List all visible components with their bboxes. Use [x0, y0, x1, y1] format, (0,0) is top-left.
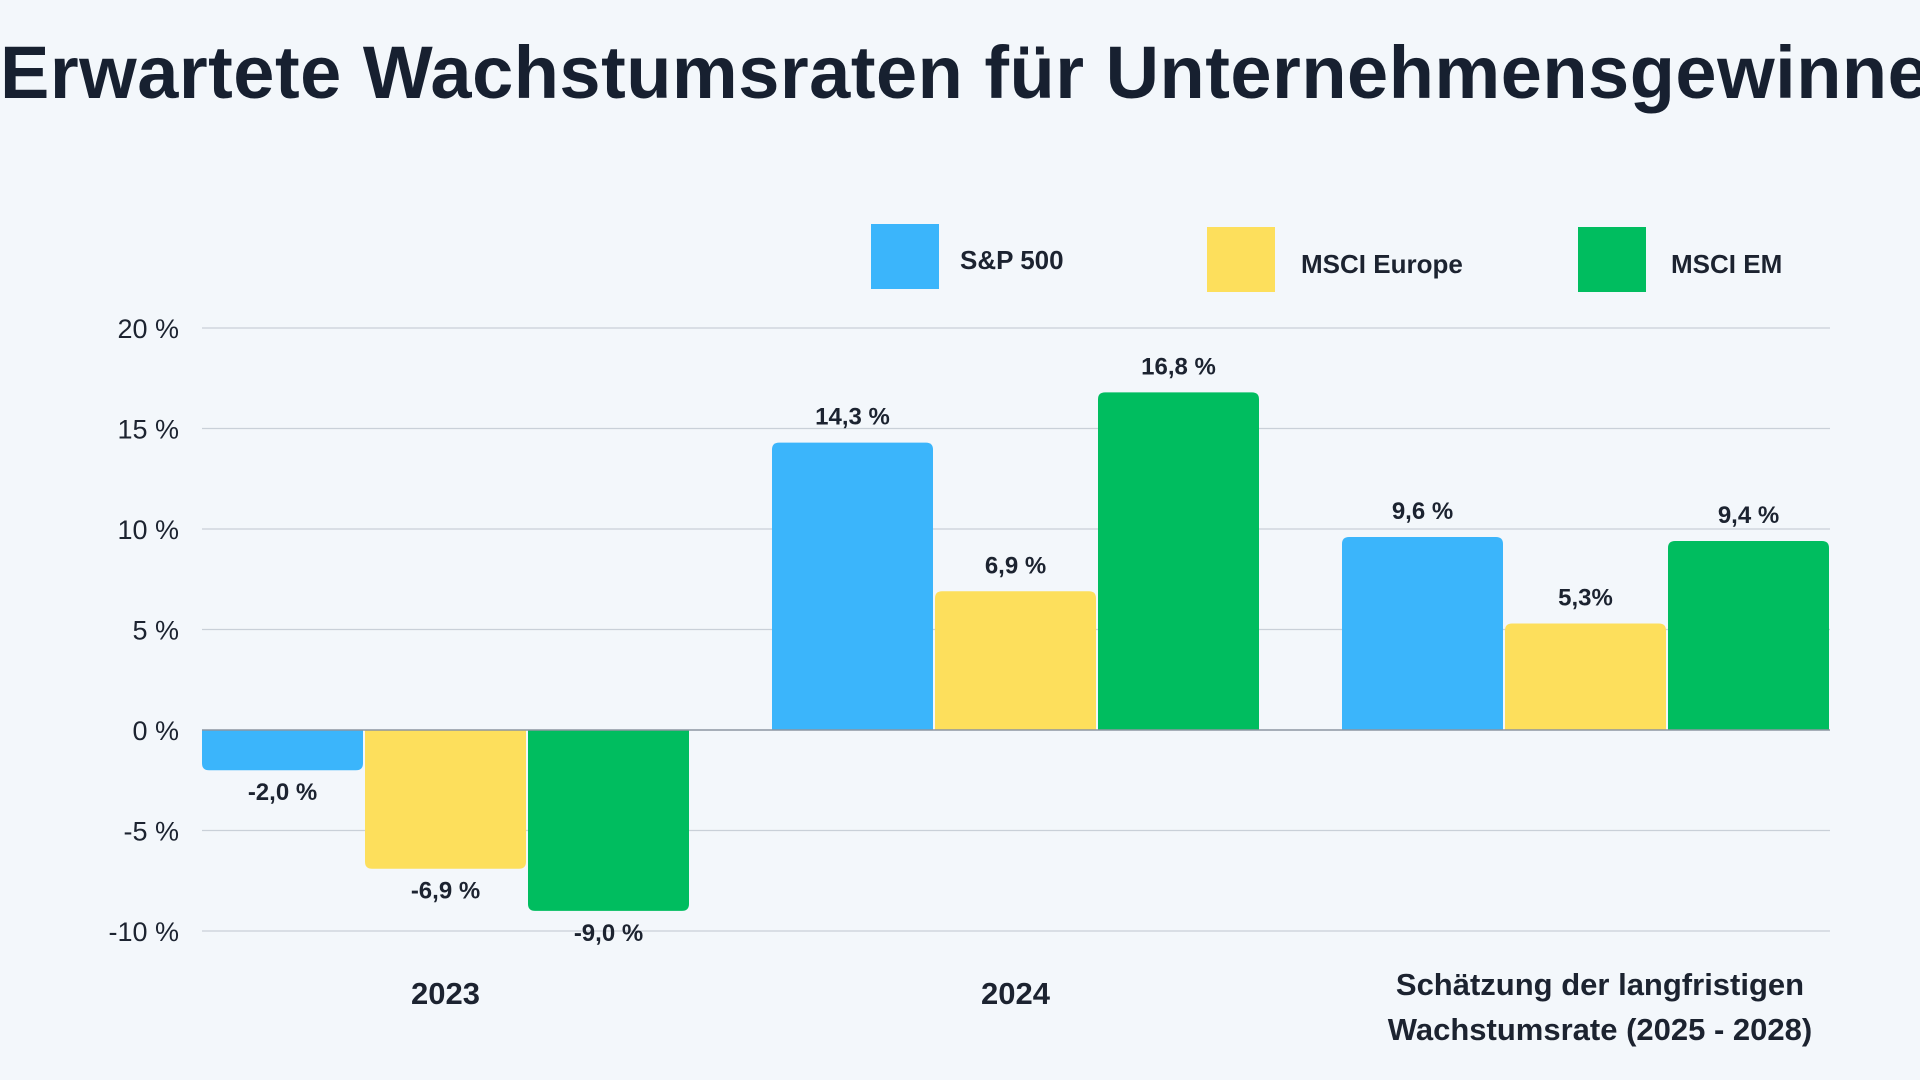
bar-msci-em-1	[1098, 392, 1259, 730]
legend-label: MSCI EM	[1671, 249, 1782, 279]
legend-label: MSCI Europe	[1301, 249, 1463, 279]
bar-value-label: 16,8 %	[1141, 353, 1216, 380]
legend-item: MSCI Europe	[1207, 227, 1463, 292]
bar-msci-europe-2	[1505, 623, 1666, 730]
bar-value-label: 5,3%	[1558, 584, 1613, 611]
bar-msci-em-2	[1668, 541, 1829, 730]
bar-value-label: 6,9 %	[985, 552, 1046, 579]
legend-label: S&P 500	[960, 245, 1064, 275]
bar-value-label: -2,0 %	[248, 779, 317, 806]
legend: S&P 500 MSCI Europe MSCI EM	[871, 224, 1782, 292]
bar-value-label: 9,6 %	[1392, 498, 1453, 525]
chart-title: Erwartete Wachstumsraten für Unternehmen…	[0, 31, 1920, 114]
y-tick-label: 5 %	[132, 616, 179, 646]
legend-swatch	[871, 224, 939, 289]
bar-s-p-500-1	[772, 442, 933, 730]
bar-s-p-500-2	[1342, 537, 1503, 730]
y-tick-label: 0 %	[132, 716, 179, 746]
bar-value-label: 9,4 %	[1718, 502, 1779, 529]
legend-swatch	[1578, 227, 1646, 292]
y-tick-label: 15 %	[117, 415, 179, 445]
y-tick-label: -10 %	[108, 917, 179, 947]
bar-value-label: -9,0 %	[574, 920, 643, 947]
legend-item: S&P 500	[871, 224, 1064, 289]
data-labels: -2,0 % 14,3 % 9,6 % -6,9 % 6,9 % 5,3% -9,0 % 16…	[248, 353, 1779, 947]
y-tick-label: 20 %	[117, 314, 179, 344]
x-axis-categories: 2023 2024 Schätzung der langfristigen Wachs…	[411, 967, 1812, 1047]
y-tick-label: -5 %	[123, 817, 179, 847]
bar-msci-europe-1	[935, 591, 1096, 730]
bars	[202, 392, 1829, 911]
bar-msci-em-0	[528, 730, 689, 911]
y-tick-label: 10 %	[117, 515, 179, 545]
bar-value-label: -6,9 %	[411, 878, 480, 905]
y-axis-ticks: 20 % 15 % 10 % 5 % 0 % -5 % -10 %	[108, 314, 179, 947]
legend-swatch	[1207, 227, 1275, 292]
category-label: Schätzung der langfristigen Wachstumsrate…	[1388, 967, 1812, 1047]
bar-s-p-500-0	[202, 730, 363, 771]
category-label: 2024	[981, 976, 1051, 1011]
bar-value-label: 14,3 %	[815, 404, 890, 431]
legend-item: MSCI EM	[1578, 227, 1782, 292]
bar-msci-europe-0	[365, 730, 526, 869]
category-label: 2023	[411, 976, 480, 1011]
